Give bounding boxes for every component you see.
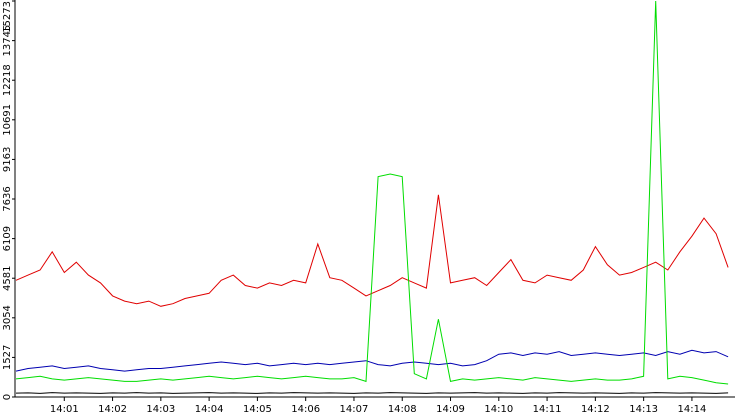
- series-line: [15, 194, 729, 307]
- x-tick-label: 14:11: [533, 404, 562, 415]
- x-tick-label: 14:08: [388, 404, 417, 415]
- y-tick-label: 7636: [2, 186, 13, 211]
- y-tick-label: 6109: [2, 226, 13, 251]
- x-tick-label: 14:02: [98, 404, 127, 415]
- x-tick-label: 14:06: [291, 404, 320, 415]
- x-tick-label: 14:12: [581, 404, 610, 415]
- x-tick-label: 14:03: [146, 404, 175, 415]
- x-tick-label: 14:07: [340, 404, 369, 415]
- x-tick-label: 14:05: [243, 404, 272, 415]
- x-tick-label: 14:10: [484, 404, 513, 415]
- y-tick-label: 9163: [2, 147, 13, 172]
- x-tick-label: 14:13: [629, 404, 658, 415]
- y-tick-label: 13745: [2, 25, 13, 57]
- series-line: [15, 349, 729, 372]
- y-tick-label: 3054: [2, 305, 13, 330]
- series-line: [15, 392, 729, 394]
- x-tick-label: 14:01: [50, 404, 79, 415]
- y-tick-label: 4581: [2, 265, 13, 290]
- y-tick-label: 1527: [2, 345, 13, 370]
- y-tick-label: 15273: [2, 1, 13, 33]
- y-tick-label: 0: [2, 394, 13, 400]
- y-tick-label: 12218: [2, 64, 13, 96]
- x-tick-label: 14:04: [195, 404, 224, 415]
- series-line: [15, 0, 729, 385]
- x-tick-label: 14:14: [678, 404, 707, 415]
- y-tick-label: 10691: [2, 104, 13, 136]
- x-tick-label: 14:09: [436, 404, 465, 415]
